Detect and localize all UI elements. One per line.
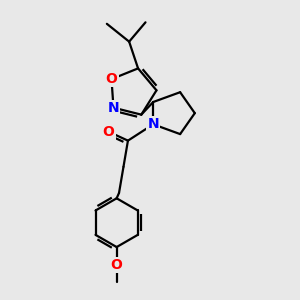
- Text: N: N: [108, 101, 119, 115]
- Text: N: N: [147, 117, 159, 131]
- Text: O: O: [111, 258, 123, 272]
- Text: O: O: [103, 125, 115, 139]
- Text: O: O: [106, 72, 117, 86]
